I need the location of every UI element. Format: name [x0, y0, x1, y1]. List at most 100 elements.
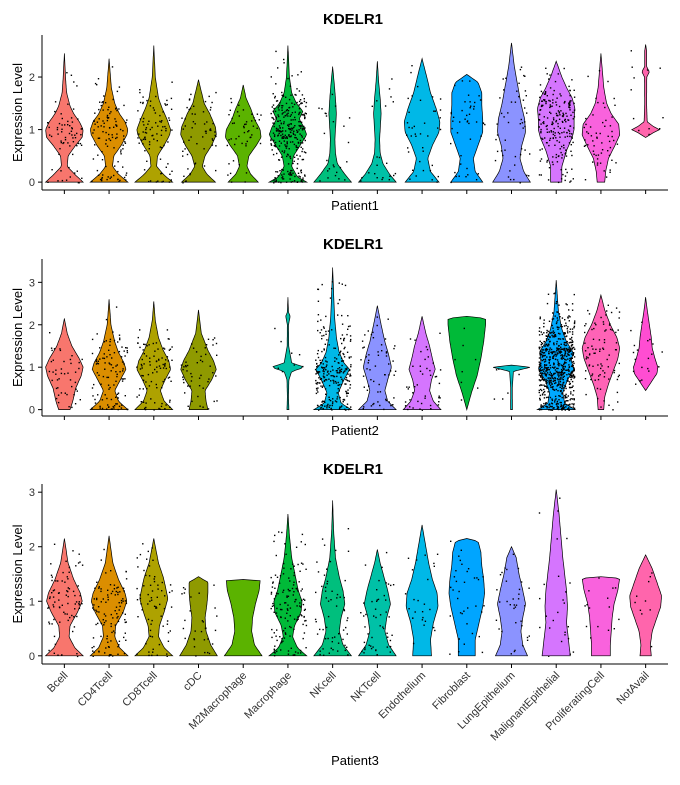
data-point: [209, 365, 211, 367]
data-point: [408, 386, 410, 388]
data-point: [110, 625, 112, 628]
data-point: [424, 358, 426, 361]
data-point: [524, 107, 526, 109]
data-point: [559, 395, 561, 397]
data-point: [296, 101, 298, 104]
data-point: [389, 645, 392, 648]
data-point: [279, 575, 282, 577]
data-point: [256, 113, 259, 115]
data-point: [285, 553, 287, 555]
data-point: [554, 372, 556, 375]
data-point: [293, 143, 296, 146]
data-point: [281, 130, 283, 133]
data-point: [75, 565, 77, 567]
data-point: [419, 365, 421, 367]
data-point: [270, 607, 272, 610]
data-point: [587, 132, 590, 135]
data-point: [275, 129, 278, 131]
data-point: [153, 605, 156, 607]
data-point: [211, 101, 213, 104]
data-point: [553, 354, 555, 357]
data-point: [54, 110, 56, 113]
data-point: [292, 172, 294, 174]
data-point: [460, 399, 463, 401]
data-point: [376, 100, 378, 102]
data-point: [549, 409, 552, 411]
data-point: [69, 379, 72, 381]
data-point: [549, 364, 551, 367]
data-point: [553, 331, 556, 334]
data-point: [241, 142, 243, 145]
violin-cDC: [180, 79, 217, 183]
data-point: [542, 391, 545, 394]
data-point: [163, 347, 165, 349]
data-point: [543, 397, 546, 399]
data-point: [599, 374, 601, 376]
data-point: [337, 302, 339, 305]
data-point: [271, 605, 274, 607]
data-point: [120, 356, 123, 358]
data-point: [159, 120, 161, 123]
data-point: [275, 83, 277, 85]
data-point: [271, 628, 273, 631]
data-point: [588, 607, 591, 609]
data-point: [568, 370, 570, 372]
data-point: [326, 364, 328, 366]
data-point: [539, 597, 541, 600]
data-point: [194, 123, 196, 125]
data-point: [101, 177, 103, 179]
data-point: [635, 383, 637, 385]
data-point: [344, 644, 346, 647]
data-point: [596, 136, 598, 138]
data-point: [561, 132, 563, 134]
data-point: [569, 386, 571, 389]
data-point: [122, 600, 124, 602]
data-point: [202, 387, 204, 389]
data-point: [323, 348, 325, 350]
data-point: [540, 408, 543, 411]
data-point: [171, 590, 173, 592]
data-point: [145, 128, 147, 131]
data-point: [554, 380, 556, 382]
data-point: [585, 358, 587, 360]
data-point: [348, 356, 350, 358]
data-point: [541, 405, 544, 407]
data-point: [294, 134, 296, 136]
data-point: [243, 126, 245, 129]
data-point: [120, 153, 122, 155]
data-point: [228, 139, 230, 141]
data-point: [238, 104, 240, 106]
data-point: [94, 587, 96, 589]
data-point: [477, 173, 479, 175]
data-point: [548, 383, 551, 385]
data-point: [573, 407, 576, 409]
data-point: [156, 387, 158, 389]
data-point: [457, 597, 459, 600]
data-point: [276, 650, 278, 653]
data-point: [341, 364, 343, 367]
data-point: [120, 599, 123, 602]
data-point: [270, 76, 272, 78]
data-point: [60, 392, 63, 394]
data-point: [583, 145, 586, 147]
data-point: [171, 346, 173, 348]
data-point: [328, 396, 330, 398]
data-point: [126, 351, 129, 354]
data-point: [598, 577, 600, 579]
data-point: [97, 606, 100, 608]
data-point: [585, 393, 587, 396]
data-point: [300, 606, 302, 608]
data-point: [117, 593, 119, 596]
data-point: [557, 372, 560, 374]
data-point: [123, 104, 125, 107]
data-point: [544, 345, 546, 347]
data-point: [450, 142, 452, 145]
data-point: [71, 355, 73, 357]
data-point: [555, 112, 558, 115]
data-point: [541, 105, 543, 107]
data-point: [69, 145, 71, 147]
data-point: [51, 576, 53, 578]
data-point: [385, 599, 387, 601]
data-point: [553, 364, 555, 366]
data-point: [115, 107, 117, 109]
